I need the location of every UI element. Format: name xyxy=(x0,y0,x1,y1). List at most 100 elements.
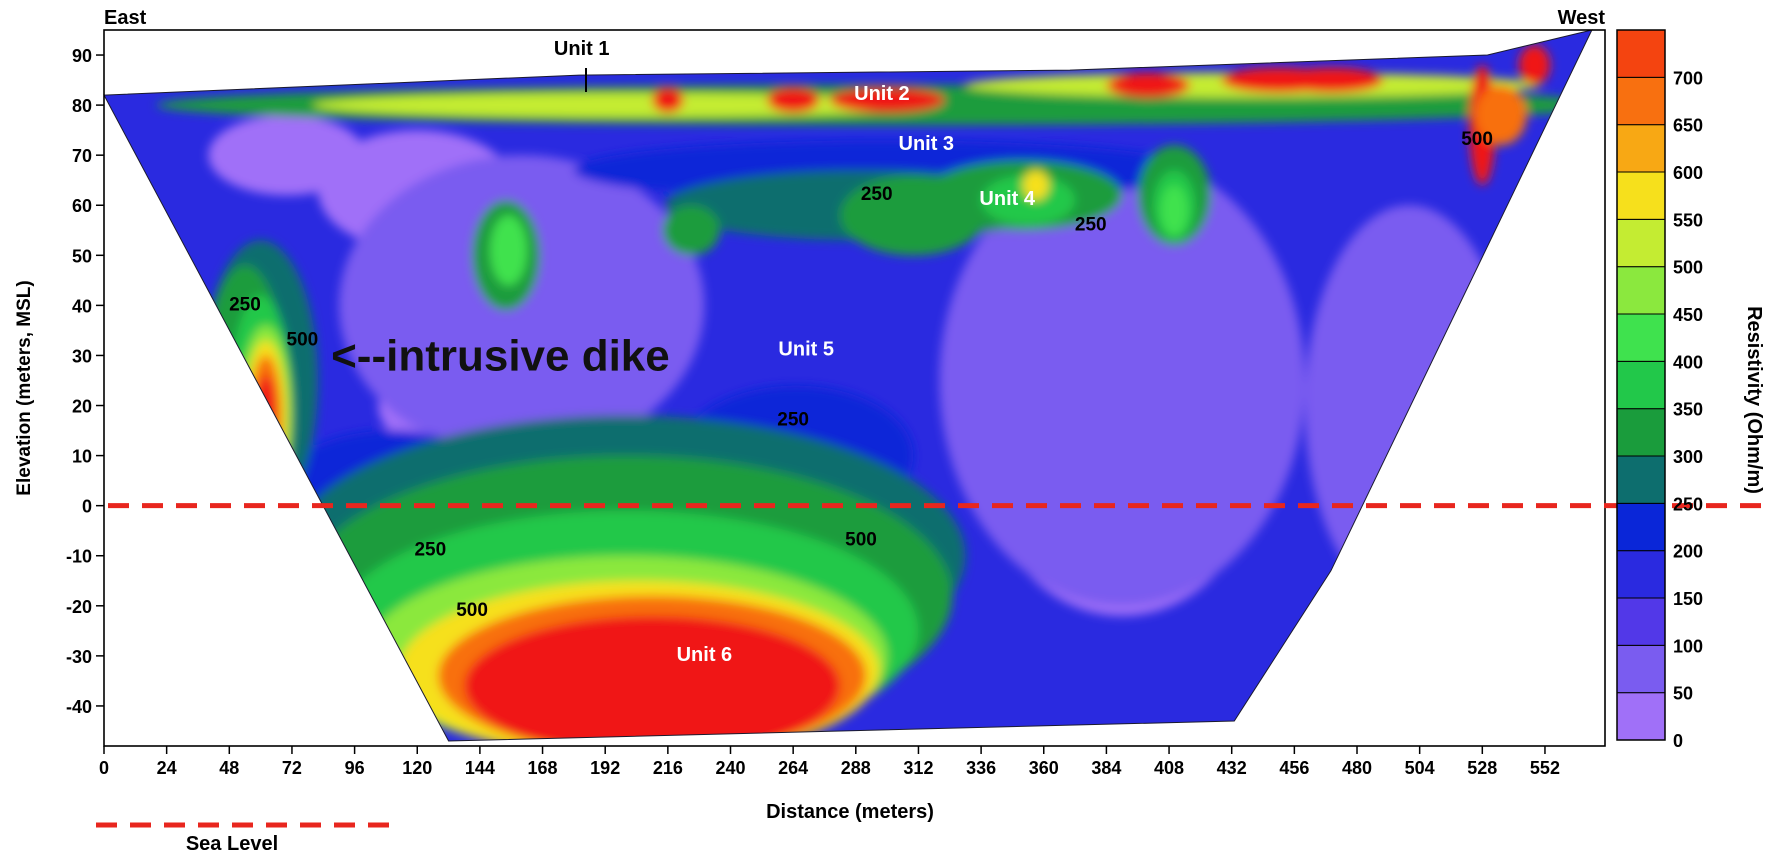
colorbar-swatch xyxy=(1616,550,1666,599)
x-tick-label: 120 xyxy=(402,758,432,778)
resistivity-zone xyxy=(208,115,365,196)
colorbar-tick-label: 150 xyxy=(1673,589,1703,609)
colorbar-tick-label: 700 xyxy=(1673,68,1703,88)
plot-frame xyxy=(103,29,1606,747)
y-tick-label: 10 xyxy=(72,447,92,467)
west-label: West xyxy=(1558,7,1606,29)
colorbar-swatch xyxy=(1616,266,1666,315)
x-tick-label: 504 xyxy=(1405,758,1435,778)
resistivity-zone xyxy=(464,615,841,741)
resistivity-zone xyxy=(1518,45,1551,85)
x-tick-label: 72 xyxy=(282,758,302,778)
colorbar-frame xyxy=(1616,29,1666,741)
sea-level-legend-label: Sea Level xyxy=(186,833,278,855)
colorbar-swatch xyxy=(1616,171,1666,220)
x-tick-label: 144 xyxy=(465,758,495,778)
colorbar-swatch xyxy=(1616,597,1666,646)
colorbar-tick-label: 400 xyxy=(1673,352,1703,372)
x-tick-label: 552 xyxy=(1530,758,1560,778)
colorbar-tick-label: 550 xyxy=(1673,210,1703,230)
resistivity-zone xyxy=(1161,185,1188,236)
y-tick-label: 60 xyxy=(72,196,92,216)
y-tick-label: 20 xyxy=(72,397,92,417)
x-tick-label: 48 xyxy=(219,758,239,778)
contour-label: 250 xyxy=(777,410,809,431)
resistivity-zone xyxy=(939,155,1305,606)
resistivity-zone xyxy=(339,155,705,456)
x-tick-label: 384 xyxy=(1091,758,1121,778)
colorbar-swatch xyxy=(1616,644,1666,694)
intrusive-dike-annotation: <--intrusive dike xyxy=(331,331,670,380)
x-tick-label: 360 xyxy=(1029,758,1059,778)
contour-label: 500 xyxy=(845,530,877,551)
colorbar-tick-label: 350 xyxy=(1673,400,1703,420)
resistivity-zone xyxy=(490,215,527,286)
contour-label: 500 xyxy=(456,600,488,621)
unit-label: Unit 6 xyxy=(677,644,733,666)
unit-labels: Unit 1 Unit 2 Unit 3 Unit 4 Unit 5 Unit 6 xyxy=(554,38,1036,666)
colorbar-swatch xyxy=(1616,76,1666,126)
x-tick-label: 528 xyxy=(1467,758,1497,778)
x-tick-label: 240 xyxy=(715,758,745,778)
y-tick-label: 40 xyxy=(72,296,92,316)
y-tick-label: -40 xyxy=(66,697,92,717)
colorbar-tick-label: 450 xyxy=(1673,305,1703,325)
colorbar-swatch xyxy=(1616,29,1666,78)
resistivity-zone xyxy=(981,175,1076,226)
y-tick-label: -30 xyxy=(66,647,92,667)
colorbar-tick-label: 650 xyxy=(1673,116,1703,136)
x-tick-label: 432 xyxy=(1217,758,1247,778)
x-tick-label: 336 xyxy=(966,758,996,778)
contour-label: 500 xyxy=(1461,129,1493,150)
colorbar-tick-label: 50 xyxy=(1673,684,1693,704)
x-tick-label: 96 xyxy=(345,758,365,778)
unit-label: Unit 1 xyxy=(554,38,610,60)
contour-label: 250 xyxy=(229,294,261,315)
x-tick-label: 192 xyxy=(590,758,620,778)
y-axis: 90 80 70 60 50 40 30 20 10 0 -10 -20 -30 -40 xyxy=(66,46,104,717)
resistivity-zone xyxy=(1022,170,1049,201)
x-tick-label: 24 xyxy=(157,758,177,778)
x-tick-label: 0 xyxy=(99,758,109,778)
colorbar-title: Resistivity (Ohm/m) xyxy=(1743,306,1765,494)
x-axis: 0 24 48 72 96 120 144 168 192 216 240 264 288 312 336 3… xyxy=(99,746,1560,778)
y-tick-label: 80 xyxy=(72,96,92,116)
resistivity-zone xyxy=(1474,85,1527,146)
colorbar-tick-label: 600 xyxy=(1673,163,1703,183)
colorbar-swatch xyxy=(1616,218,1666,268)
colorbar-swatch xyxy=(1616,455,1666,504)
x-tick-label: 408 xyxy=(1154,758,1184,778)
x-tick-label: 480 xyxy=(1342,758,1372,778)
contour-labels: 250 500 250 500 250 500 250 250 500 xyxy=(229,129,1493,621)
colorbar-swatch xyxy=(1616,313,1666,362)
unit-label: Unit 3 xyxy=(899,133,955,155)
y-tick-label: -20 xyxy=(66,597,92,617)
x-tick-label: 456 xyxy=(1279,758,1309,778)
unit-label: Unit 2 xyxy=(854,83,910,105)
resistivity-zone xyxy=(1278,67,1384,93)
colorbar-tick-label: 100 xyxy=(1673,636,1703,656)
contour-label: 500 xyxy=(287,329,319,350)
unit-label: Unit 5 xyxy=(778,338,834,360)
colorbar-tick-label: 500 xyxy=(1673,258,1703,278)
y-tick-label: 50 xyxy=(72,246,92,266)
y-tick-label: 70 xyxy=(72,146,92,166)
x-tick-label: 288 xyxy=(841,758,871,778)
colorbar-swatch xyxy=(1616,502,1666,552)
y-axis-title: Elevation (meters, MSL) xyxy=(14,280,35,495)
colorbar-tick-label: 300 xyxy=(1673,447,1703,467)
colorbar-tick-label: 0 xyxy=(1673,731,1683,751)
y-tick-label: 30 xyxy=(72,346,92,366)
resistivity-fill-layer xyxy=(104,30,1592,741)
colorbar-swatch xyxy=(1616,124,1666,173)
colorbar-swatch xyxy=(1616,408,1666,457)
contour-label: 250 xyxy=(414,540,446,561)
x-tick-label: 264 xyxy=(778,758,808,778)
y-tick-label: 0 xyxy=(82,497,92,517)
x-tick-label: 216 xyxy=(653,758,683,778)
resistivity-zone xyxy=(767,87,820,113)
east-label: East xyxy=(104,7,147,29)
colorbar-swatch xyxy=(1616,360,1666,410)
resistivity-zone xyxy=(1106,72,1190,98)
